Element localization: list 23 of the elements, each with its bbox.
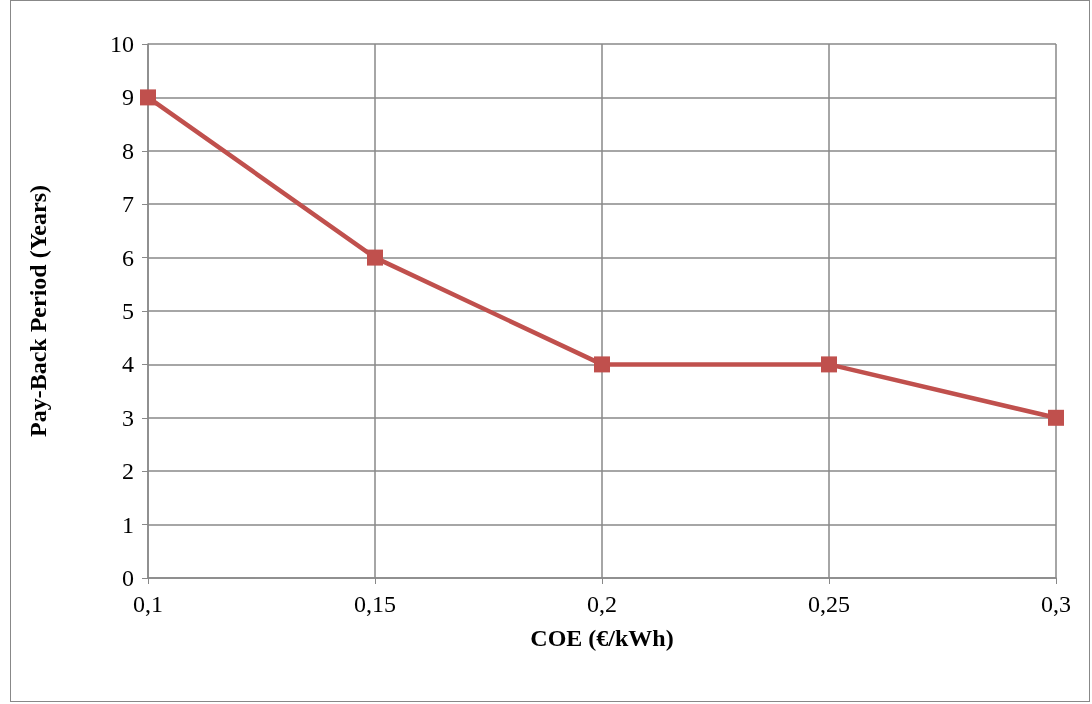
- y-tick-label: 10: [110, 31, 134, 57]
- y-tick-label: 1: [122, 511, 134, 538]
- y-tick-label: 0: [122, 565, 134, 591]
- point: [367, 249, 383, 266]
- y-tick-label: 7: [122, 191, 134, 218]
- y-tick-label: 3: [122, 404, 134, 431]
- x-tick-label: 0,1: [133, 591, 163, 617]
- y-tick-label: 2: [122, 458, 134, 485]
- x-tick-label: 0,15: [354, 591, 396, 617]
- y-tick-label: 4: [122, 351, 134, 378]
- point: [594, 356, 610, 373]
- x-axis-title: COE (€/kWh): [530, 625, 674, 651]
- x-tick-label: 0,3: [1041, 591, 1071, 617]
- point: [1048, 409, 1064, 426]
- point: [140, 89, 156, 106]
- y-tick-label: 9: [122, 84, 134, 111]
- point: [821, 356, 837, 373]
- y-axis-title: Pay-Back Period (Years): [25, 185, 51, 437]
- y-tick-label: 8: [122, 137, 134, 164]
- y-tick-label: 5: [122, 298, 134, 324]
- x-tick-label: 0,2: [587, 591, 617, 617]
- x-tick-label: 0,25: [808, 591, 850, 617]
- y-tick-label: 6: [122, 244, 134, 271]
